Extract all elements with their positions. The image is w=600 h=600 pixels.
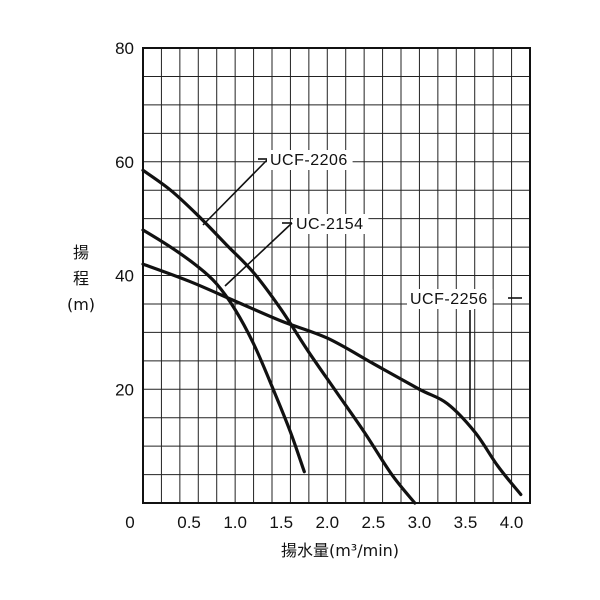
tick-labels: 0 0.5 1.0 1.5 2.0 2.5 3.0 3.5 4.0 20 40 60 80 bbox=[115, 39, 523, 532]
x-tick-label: 0 bbox=[125, 513, 134, 532]
y-tick-label: 40 bbox=[115, 267, 134, 286]
y-axis-title: 揚程 (m) bbox=[67, 243, 95, 314]
x-tick-label: 1.0 bbox=[223, 513, 247, 532]
series-line-ucf-2206 bbox=[141, 168, 417, 505]
x-tick-label: 1.5 bbox=[269, 513, 293, 532]
annotation-background bbox=[293, 214, 369, 234]
annotation-leader-line bbox=[224, 222, 293, 287]
y-tick-label: 60 bbox=[115, 153, 134, 172]
y-axis-title-line: 揚 bbox=[73, 243, 89, 262]
x-tick-label: 4.0 bbox=[500, 513, 524, 532]
annotation-label: UCF-2256 bbox=[410, 291, 488, 308]
series-line-uc-2154 bbox=[141, 228, 306, 474]
annotation-leader-line bbox=[202, 158, 269, 226]
plot-frame bbox=[142, 47, 531, 504]
x-axis-title: 揚水量(m³/min) bbox=[281, 541, 399, 560]
annotation-label: UC-2154 bbox=[296, 216, 364, 233]
annotations: UCF-2206 UC-2154 UCF-2256 bbox=[202, 150, 522, 420]
series-line-ucf-2256 bbox=[141, 262, 523, 497]
y-axis-title-line: 程 bbox=[73, 269, 89, 288]
x-tick-label: 2.5 bbox=[362, 513, 386, 532]
y-tick-label: 80 bbox=[115, 39, 134, 58]
curves bbox=[141, 168, 523, 505]
annotation-background bbox=[267, 150, 353, 170]
annotation-label: UCF-2206 bbox=[270, 152, 348, 169]
x-tick-label: 3.5 bbox=[454, 513, 478, 532]
y-axis-title-line: (m) bbox=[67, 295, 95, 314]
y-tick-label: 20 bbox=[115, 380, 134, 399]
annotation-background bbox=[407, 289, 493, 309]
x-tick-label: 2.0 bbox=[315, 513, 339, 532]
grid bbox=[143, 48, 530, 503]
x-tick-label: 0.5 bbox=[177, 513, 201, 532]
x-tick-label: 3.0 bbox=[408, 513, 432, 532]
